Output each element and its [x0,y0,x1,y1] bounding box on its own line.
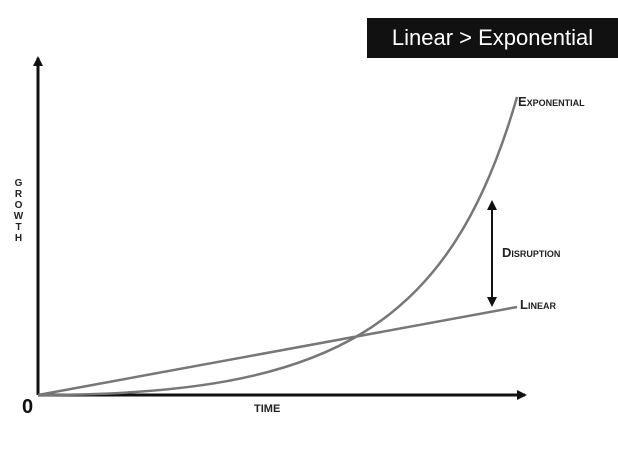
linear-label: Linear [520,297,556,312]
origin-label: 0 [22,396,34,418]
disruption-label: Disruption [502,245,561,260]
exponential-curve [37,96,519,397]
x-axis-label: TIME [254,403,281,415]
linear-curve [37,305,518,397]
exponential-label: Exponential [518,94,585,109]
banner-title: Linear > Exponential [367,18,618,58]
y-axis-label: GROWTH [13,178,24,244]
